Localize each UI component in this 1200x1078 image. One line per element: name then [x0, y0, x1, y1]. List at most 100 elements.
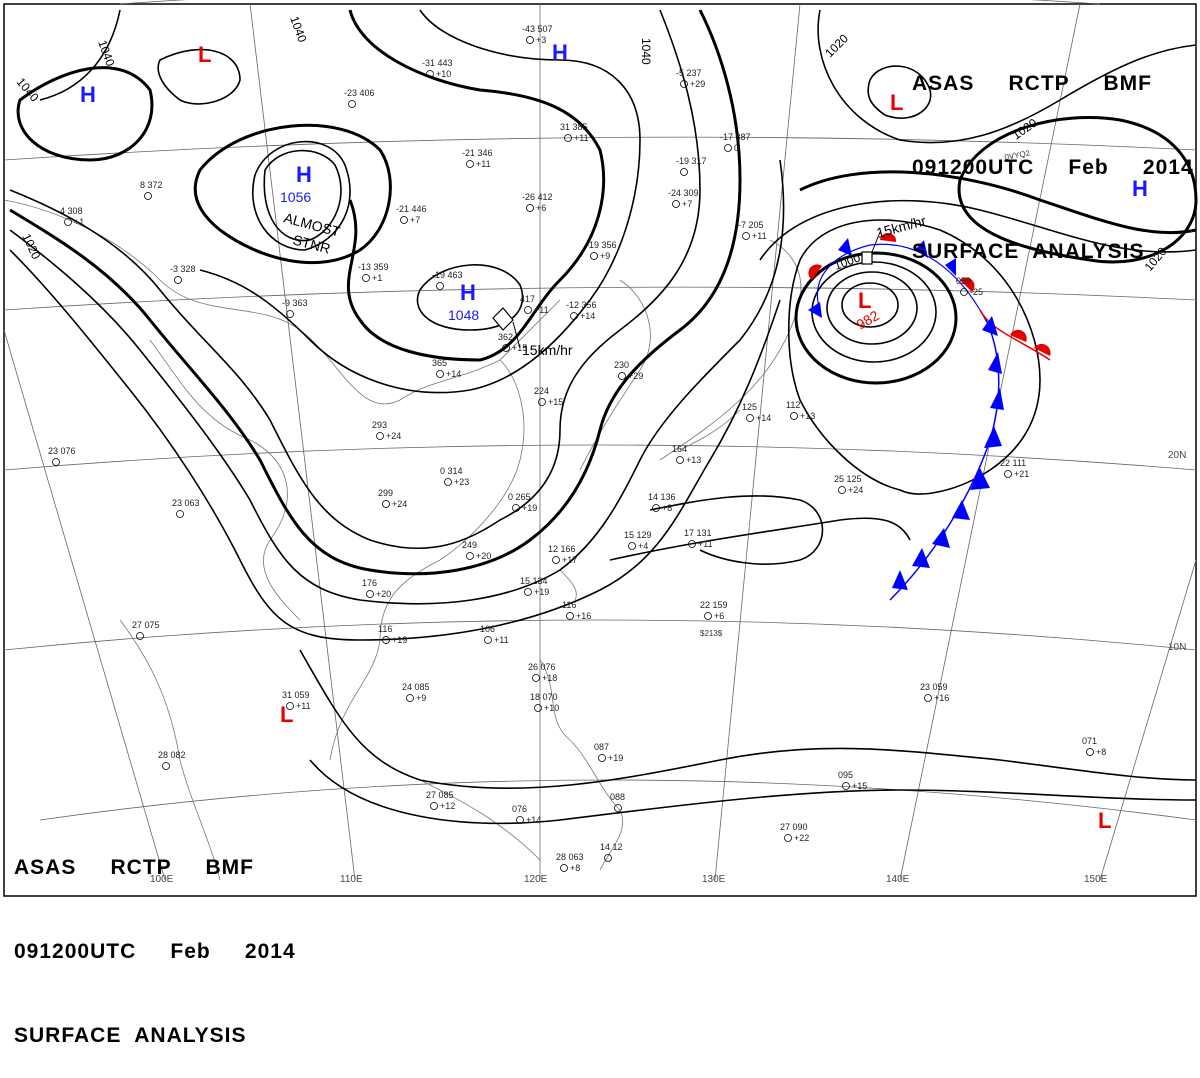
station-circle-icon [628, 542, 636, 550]
station-plot: 164+13 [672, 444, 701, 465]
station-circle-icon [176, 510, 184, 518]
station-values: 4 308 [60, 206, 83, 216]
station-circle-icon [590, 252, 598, 260]
station-values: -26 412 [522, 192, 553, 202]
station-values: 293 [372, 420, 387, 430]
station-plot: 22 111+21 [1000, 458, 1029, 479]
station-tendency: +29 [690, 79, 705, 89]
station-circle-icon [162, 762, 170, 770]
front-triangle [988, 352, 1002, 374]
station-circle-icon [676, 456, 684, 464]
station-plot: 116+16 [562, 600, 591, 621]
station-tendency: +11 [476, 159, 491, 169]
station-plot: -31 443+10 [422, 58, 453, 79]
station-plot: 27 085+12 [426, 790, 455, 811]
station-values: 15 134 [520, 576, 548, 586]
latlon-grid [3, 0, 1197, 881]
station-circle-icon [444, 478, 452, 486]
station-tendency: +6 [714, 611, 724, 621]
station-values: -21 446 [396, 204, 427, 214]
station-plot: 31 385+11 [560, 122, 589, 143]
warm-front [979, 309, 1051, 361]
station-tendency: +8 [662, 503, 672, 513]
station-values: 22 111 [1000, 458, 1026, 468]
station-tendency: +4 [638, 541, 648, 551]
station-values: -13 359 [358, 262, 389, 272]
low-center-marker: L [890, 90, 903, 115]
station-plot: 8 372 [140, 180, 163, 200]
station-circle-icon [524, 306, 532, 314]
station-circle-icon [724, 144, 732, 152]
station-tendency: +24 [848, 485, 863, 495]
grid-lat-line [3, 136, 1197, 161]
front-semicircle [960, 277, 975, 292]
station-tendency: +8 [1096, 747, 1106, 757]
station-values: -17 387 [720, 132, 751, 142]
station-circle-icon [924, 694, 932, 702]
isobar [39, 9, 121, 101]
station-values: 116 [378, 624, 392, 634]
station-tendency: +18 [542, 673, 557, 683]
station-circle-icon [604, 854, 612, 862]
station-circle-icon [704, 612, 712, 620]
station-circle-icon [566, 612, 574, 620]
station-values: -5 237 [676, 68, 702, 78]
station-circle-icon [466, 160, 474, 168]
isobar [799, 170, 1197, 235]
low-center-marker: L [1098, 808, 1111, 833]
station-circle-icon [652, 504, 660, 512]
station-values: 417 [520, 294, 535, 304]
front-triangle [982, 316, 998, 336]
station-values: 224 [534, 386, 549, 396]
station-tendency: +21 [1014, 469, 1029, 479]
station-circle-icon [174, 276, 182, 284]
station-tendency: +24 [392, 499, 407, 509]
high-center-marker: H [296, 162, 312, 187]
station-plot: 417+11 [520, 294, 549, 315]
station-circle-icon [512, 504, 520, 512]
grid-label-lon: 140E [886, 874, 910, 885]
station-circle-icon [466, 552, 474, 560]
coastline [119, 619, 221, 881]
isobar [16, 66, 154, 162]
station-plot: -19 356+9 [586, 240, 617, 261]
station-plot: 112+13 [786, 400, 815, 421]
station-values: 8 372 [140, 180, 163, 190]
station-tendency: +29 [628, 371, 643, 381]
motion-leader [871, 231, 881, 253]
station-plot: 088 [610, 792, 625, 812]
station-tendency: +24 [386, 431, 401, 441]
station-circle-icon [746, 414, 754, 422]
motion-arrow-icon [861, 251, 873, 265]
station-circle-icon [286, 702, 294, 710]
station-values: 23 059 [920, 682, 948, 692]
station-tendency: +16 [576, 611, 591, 621]
station-circle-icon [680, 80, 688, 88]
isobar-label: 1020 [822, 31, 851, 60]
station-tendency: +8 [570, 863, 580, 873]
motion-arrow-icon [492, 307, 514, 331]
station-circle-icon [842, 782, 850, 790]
station-plot: -12 356+14 [566, 300, 597, 321]
header-line: ASAS RCTP BMF [14, 856, 254, 879]
isobar [263, 149, 342, 242]
station-tendency: +16 [934, 693, 949, 703]
station-plot: -21 346+11 [462, 148, 493, 169]
station-plot: 224+15 [534, 386, 563, 407]
front-triangle [990, 388, 1004, 410]
station-values: 18 070 [530, 692, 558, 702]
station-plot: 22 159+6 [700, 600, 728, 621]
station-plot: -7 205+11 [738, 220, 767, 241]
station-circle-icon [538, 398, 546, 406]
station-plot: 0 314+23 [440, 466, 469, 487]
station-circle-icon [376, 432, 384, 440]
front-triangle [915, 240, 928, 258]
front-semicircle [808, 264, 822, 280]
chart-header-top-right: ASAS RCTP BMF 091200UTC Feb 2014 SURFACE… [912, 14, 1194, 294]
isobar [9, 9, 742, 576]
grid-lon-line [249, 3, 356, 881]
station-tendency: +19 [608, 753, 623, 763]
station-tendency: +14 [446, 369, 461, 379]
coastline-philippines [539, 659, 624, 871]
